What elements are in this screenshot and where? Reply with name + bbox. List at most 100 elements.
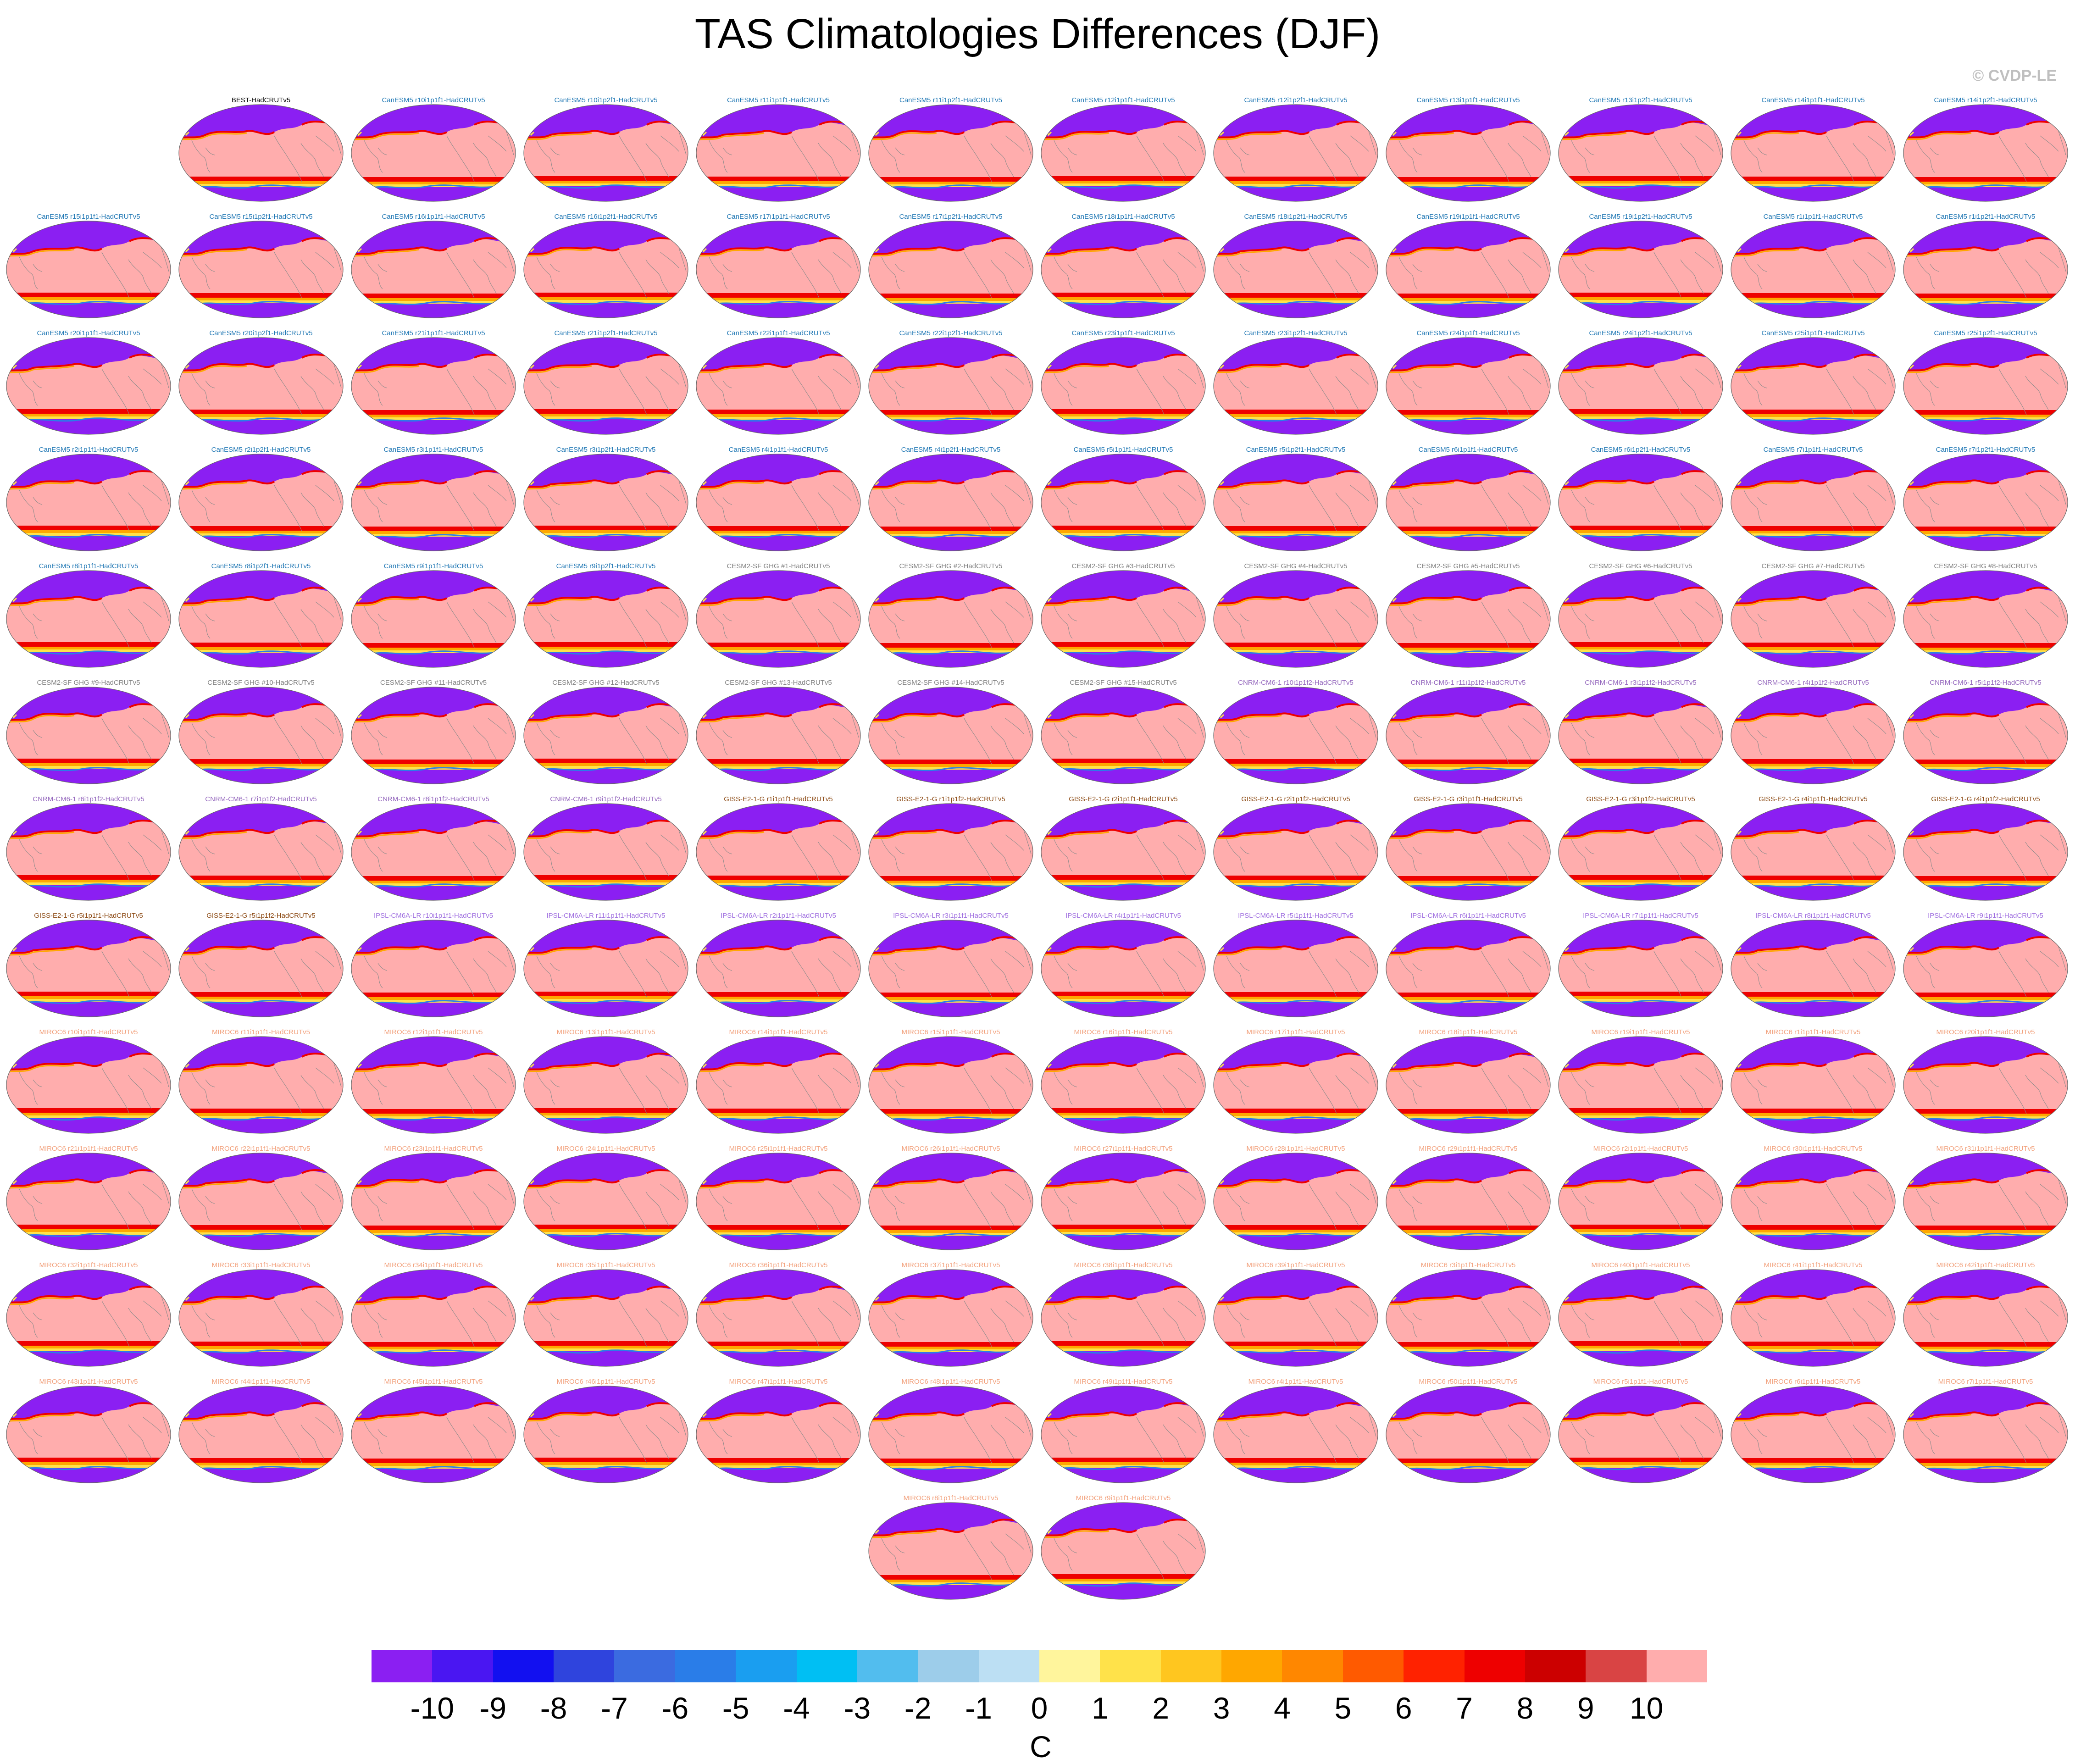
climatology-difference-map <box>523 454 688 551</box>
map-panel: MIROC6 r23i1p1f1-HadCRUTv5 <box>350 1145 516 1252</box>
map-panel: MIROC6 r47i1p1f1-HadCRUTv5 <box>695 1378 861 1485</box>
map-panel: CanESM5 r5i1p1f1-HadCRUTv5 <box>1040 446 1206 553</box>
map-panel: CNRM-CM6-1 r8i1p1f2-HadCRUTv5 <box>350 795 516 902</box>
panel-title: MIROC6 r11i1p1f1-HadCRUTv5 <box>212 1028 310 1036</box>
panel-title: CanESM5 r22i1p2f1-HadCRUTv5 <box>899 329 1003 337</box>
panel-title: CanESM5 r5i1p2f1-HadCRUTv5 <box>1246 446 1346 454</box>
climatology-difference-map <box>1041 1386 1206 1483</box>
map-panel: IPSL-CM6A-LR r5i1p1f1-HadCRUTv5 <box>1213 912 1379 1019</box>
colorbar-swatch <box>857 1650 918 1682</box>
panel-title: MIROC6 r4i1p1f1-HadCRUTv5 <box>1248 1378 1343 1386</box>
climatology-difference-map <box>1903 803 2068 901</box>
panel-title: CanESM5 r20i1p2f1-HadCRUTv5 <box>209 329 313 337</box>
map-panel: MIROC6 r17i1p1f1-HadCRUTv5 <box>1213 1028 1379 1135</box>
colorbar-tick-label: -10 <box>410 1691 455 1725</box>
climatology-difference-map <box>1386 104 1551 202</box>
panel-title: CESM2-SF GHG #1-HadCRUTv5 <box>727 562 830 570</box>
map-panel: MIROC6 r13i1p1f1-HadCRUTv5 <box>523 1028 689 1135</box>
panel-title: CESM2-SF GHG #10-HadCRUTv5 <box>207 679 315 687</box>
map-panel: CanESM5 r7i1p1f1-HadCRUTv5 <box>1730 446 1896 553</box>
map-panel: CanESM5 r11i1p1f1-HadCRUTv5 <box>695 96 861 203</box>
map-panel: CanESM5 r3i1p2f1-HadCRUTv5 <box>523 446 689 553</box>
climatology-difference-map <box>351 803 516 901</box>
colorbar-swatch <box>1160 1650 1222 1682</box>
climatology-difference-map <box>1903 1153 2068 1250</box>
map-panel: MIROC6 r50i1p1f1-HadCRUTv5 <box>1385 1378 1551 1485</box>
climatology-difference-map <box>351 104 516 202</box>
panel-title: CanESM5 r20i1p1f1-HadCRUTv5 <box>37 329 140 337</box>
panel-title: CanESM5 r15i1p1f1-HadCRUTv5 <box>37 213 140 221</box>
panel-title: IPSL-CM6A-LR r6i1p1f1-HadCRUTv5 <box>1410 912 1526 920</box>
climatology-difference-map <box>1213 337 1378 435</box>
climatology-difference-map <box>6 1153 171 1250</box>
map-panel: CanESM5 r4i1p2f1-HadCRUTv5 <box>868 446 1034 553</box>
map-panel: CESM2-SF GHG #9-HadCRUTv5 <box>6 679 172 786</box>
panel-title: CanESM5 r14i1p2f1-HadCRUTv5 <box>1934 96 2037 104</box>
climatology-difference-map <box>1213 454 1378 551</box>
climatology-difference-map <box>6 803 171 901</box>
climatology-difference-map <box>178 570 344 668</box>
map-panel: MIROC6 r8i1p1f1-HadCRUTv5 <box>868 1494 1034 1601</box>
panel-title: CanESM5 r19i1p2f1-HadCRUTv5 <box>1589 213 1692 221</box>
panel-title: MIROC6 r18i1p1f1-HadCRUTv5 <box>1419 1028 1518 1036</box>
map-panel: MIROC6 r46i1p1f1-HadCRUTv5 <box>523 1378 689 1485</box>
panel-title: CNRM-CM6-1 r11i1p1f2-HadCRUTv5 <box>1410 679 1526 687</box>
climatology-difference-map <box>351 337 516 435</box>
map-panel: CanESM5 r20i1p2f1-HadCRUTv5 <box>178 329 344 436</box>
map-panel: CNRM-CM6-1 r4i1p1f2-HadCRUTv5 <box>1730 679 1896 786</box>
climatology-difference-map <box>1041 803 1206 901</box>
colorbar-swatch <box>1343 1650 1404 1682</box>
panel-title: CESM2-SF GHG #2-HadCRUTv5 <box>899 562 1003 570</box>
panel-title: MIROC6 r6i1p1f1-HadCRUTv5 <box>1765 1378 1861 1386</box>
colorbar-tick-label: 7 <box>1456 1691 1473 1725</box>
panel-title: CanESM5 r19i1p1f1-HadCRUTv5 <box>1416 213 1520 221</box>
map-panel: MIROC6 r34i1p1f1-HadCRUTv5 <box>350 1261 516 1368</box>
colorbar-tick-label: 8 <box>1516 1691 1534 1725</box>
climatology-difference-map <box>868 454 1033 551</box>
climatology-difference-map <box>1731 1386 1896 1483</box>
map-panel: MIROC6 r44i1p1f1-HadCRUTv5 <box>178 1378 344 1485</box>
panel-title: CanESM5 r4i1p1f1-HadCRUTv5 <box>728 446 828 454</box>
climatology-difference-map <box>178 687 344 784</box>
panel-title: MIROC6 r24i1p1f1-HadCRUTv5 <box>556 1145 655 1153</box>
climatology-difference-map <box>868 803 1033 901</box>
climatology-difference-map <box>868 221 1033 318</box>
climatology-difference-map <box>178 104 344 202</box>
map-panel: MIROC6 r43i1p1f1-HadCRUTv5 <box>6 1378 172 1485</box>
map-panel: MIROC6 r41i1p1f1-HadCRUTv5 <box>1730 1261 1896 1368</box>
panel-title: CanESM5 r8i1p1f1-HadCRUTv5 <box>39 562 139 570</box>
climatology-difference-map <box>351 570 516 668</box>
map-panel: CESM2-SF GHG #7-HadCRUTv5 <box>1730 562 1896 669</box>
panel-title: CanESM5 r24i1p2f1-HadCRUTv5 <box>1589 329 1692 337</box>
panel-title: CanESM5 r3i1p1f1-HadCRUTv5 <box>383 446 483 454</box>
climatology-difference-map <box>523 803 688 901</box>
panel-title: MIROC6 r41i1p1f1-HadCRUTv5 <box>1764 1261 1863 1269</box>
panel-title: MIROC6 r42i1p1f1-HadCRUTv5 <box>1936 1261 2035 1269</box>
colorbar <box>372 1650 1708 1682</box>
map-panel: MIROC6 r5i1p1f1-HadCRUTv5 <box>1558 1378 1724 1485</box>
climatology-difference-map <box>523 1386 688 1483</box>
map-panel: CanESM5 r16i1p1f1-HadCRUTv5 <box>350 213 516 320</box>
map-panel: MIROC6 r28i1p1f1-HadCRUTv5 <box>1213 1145 1379 1252</box>
panel-title: CanESM5 r13i1p1f1-HadCRUTv5 <box>1416 96 1520 104</box>
panel-title: MIROC6 r26i1p1f1-HadCRUTv5 <box>901 1145 1000 1153</box>
map-panel: IPSL-CM6A-LR r4i1p1f1-HadCRUTv5 <box>1040 912 1206 1019</box>
panel-title: CanESM5 r12i1p1f1-HadCRUTv5 <box>1071 96 1175 104</box>
climatology-difference-map <box>1041 104 1206 202</box>
map-panel: MIROC6 r37i1p1f1-HadCRUTv5 <box>868 1261 1034 1368</box>
climatology-difference-map <box>178 337 344 435</box>
panel-title: MIROC6 r29i1p1f1-HadCRUTv5 <box>1419 1145 1518 1153</box>
map-panel: CanESM5 r2i1p1f1-HadCRUTv5 <box>6 446 172 553</box>
panel-title: CESM2-SF GHG #4-HadCRUTv5 <box>1244 562 1348 570</box>
panel-title: GISS-E2-1-G r1i1p1f1-HadCRUTv5 <box>724 795 833 803</box>
climatology-difference-map <box>868 1153 1033 1250</box>
map-panel: MIROC6 r15i1p1f1-HadCRUTv5 <box>868 1028 1034 1135</box>
map-panel: CanESM5 r20i1p1f1-HadCRUTv5 <box>6 329 172 436</box>
climatology-difference-map <box>1903 1269 2068 1367</box>
colorbar-swatch <box>796 1650 858 1682</box>
panel-title: IPSL-CM6A-LR r8i1p1f1-HadCRUTv5 <box>1755 912 1871 920</box>
map-panel: CESM2-SF GHG #8-HadCRUTv5 <box>1903 562 2069 669</box>
colorbar-tick-label: -9 <box>479 1691 507 1725</box>
panel-title: CanESM5 r7i1p1f1-HadCRUTv5 <box>1763 446 1863 454</box>
panel-title: IPSL-CM6A-LR r11i1p1f1-HadCRUTv5 <box>546 912 666 920</box>
